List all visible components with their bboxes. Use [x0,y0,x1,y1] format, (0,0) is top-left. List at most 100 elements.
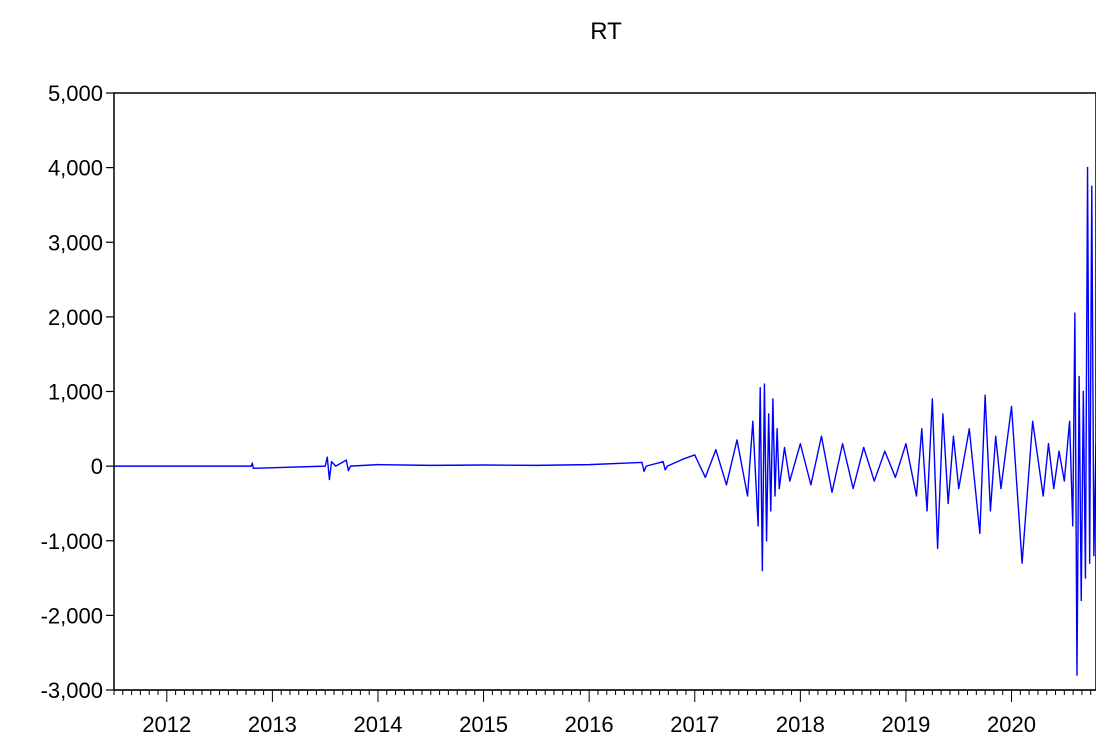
series-point [482,464,485,466]
series-point [1074,312,1076,314]
x-tick-label: 2019 [881,712,930,737]
series-point [915,495,918,497]
series-point [1021,562,1023,564]
series-point [863,446,865,449]
x-tick-label: 2013 [248,712,297,737]
y-tick-label: 1,000 [48,380,103,405]
series-point [1078,375,1080,378]
series-point [1076,674,1078,676]
x-tick-label: 2016 [565,712,614,737]
series-point [968,428,970,430]
x-axis: 2012 2013 2014 2015 2016 2017 2018 2019 2020 [113,689,1096,737]
y-tick-label: 0 [91,454,103,479]
series-point [251,462,253,464]
series-point [1010,405,1013,408]
series-point [984,394,986,396]
series-point [324,465,326,467]
series-point [345,459,347,461]
series-point [662,461,664,463]
series-point [1047,443,1050,445]
x-tick-label: 2018 [776,712,825,737]
plot-frame [113,92,1096,691]
series-point [1063,480,1065,482]
series-point [1053,487,1055,490]
series-point [942,413,944,415]
series-point [979,532,981,534]
series-point [768,413,770,415]
series-point [774,495,776,497]
series-point [430,464,432,466]
series-point [841,443,844,445]
series-point [347,470,350,472]
series-point [852,487,854,490]
series-point [884,450,886,452]
y-tick-label: 3,000 [48,230,103,255]
series-point [377,464,379,466]
series-point [328,478,331,481]
series-point [952,435,955,437]
series-point [831,491,833,493]
series-point [1069,420,1071,422]
series-point [765,540,768,542]
series-point [752,420,754,422]
y-tick-label: -2,000 [41,603,103,628]
series-point [683,458,685,460]
series-point [789,480,791,482]
series-point [694,454,696,456]
series-point [715,449,717,451]
series-point [958,487,960,490]
series-point [931,398,933,400]
series-point [1086,167,1089,169]
series-point [645,465,647,467]
x-tick-label: 2012 [142,712,191,737]
series-point [666,465,668,467]
series-point [947,502,949,505]
series-point [799,443,801,445]
series-point [770,510,772,512]
chart-title: RT [590,18,622,45]
series-point [763,383,766,385]
series-point [641,461,643,463]
series-point [746,495,749,497]
series-point [349,465,352,467]
series-point [1093,555,1095,557]
series-point [1072,525,1074,527]
series-point [704,476,706,478]
series-point [1089,562,1091,564]
series-layer [113,166,1096,676]
series-point [989,510,992,512]
series-point [783,446,786,449]
series-point [535,464,537,466]
series-point [894,476,896,478]
y-tick-label: -3,000 [41,678,103,703]
series-point [921,428,923,430]
series-point [1084,577,1087,579]
series-line [114,166,1096,676]
x-tick-label: 2017 [670,712,719,737]
series-point [326,456,328,458]
series-point [1058,450,1060,452]
series-point [810,484,812,486]
y-tick-label: 2,000 [48,305,103,330]
series-point [778,487,780,490]
series-point [330,461,333,463]
x-tick-label: 2015 [459,712,508,737]
series-point [905,443,907,445]
series-point [761,570,763,572]
x-tick-label: 2014 [354,712,403,737]
y-tick-label: -1,000 [41,529,103,554]
series-point [252,467,254,469]
y-tick-label: 5,000 [48,81,103,106]
series-point [1091,185,1093,187]
series-point [1080,599,1082,602]
series-point [643,470,645,472]
series-point [995,435,997,437]
series-point [736,439,738,441]
series-point [250,465,252,467]
series-point [725,484,728,486]
series-point [926,510,928,512]
series-point [588,464,590,466]
series-point [335,465,337,467]
series-point [759,387,761,389]
